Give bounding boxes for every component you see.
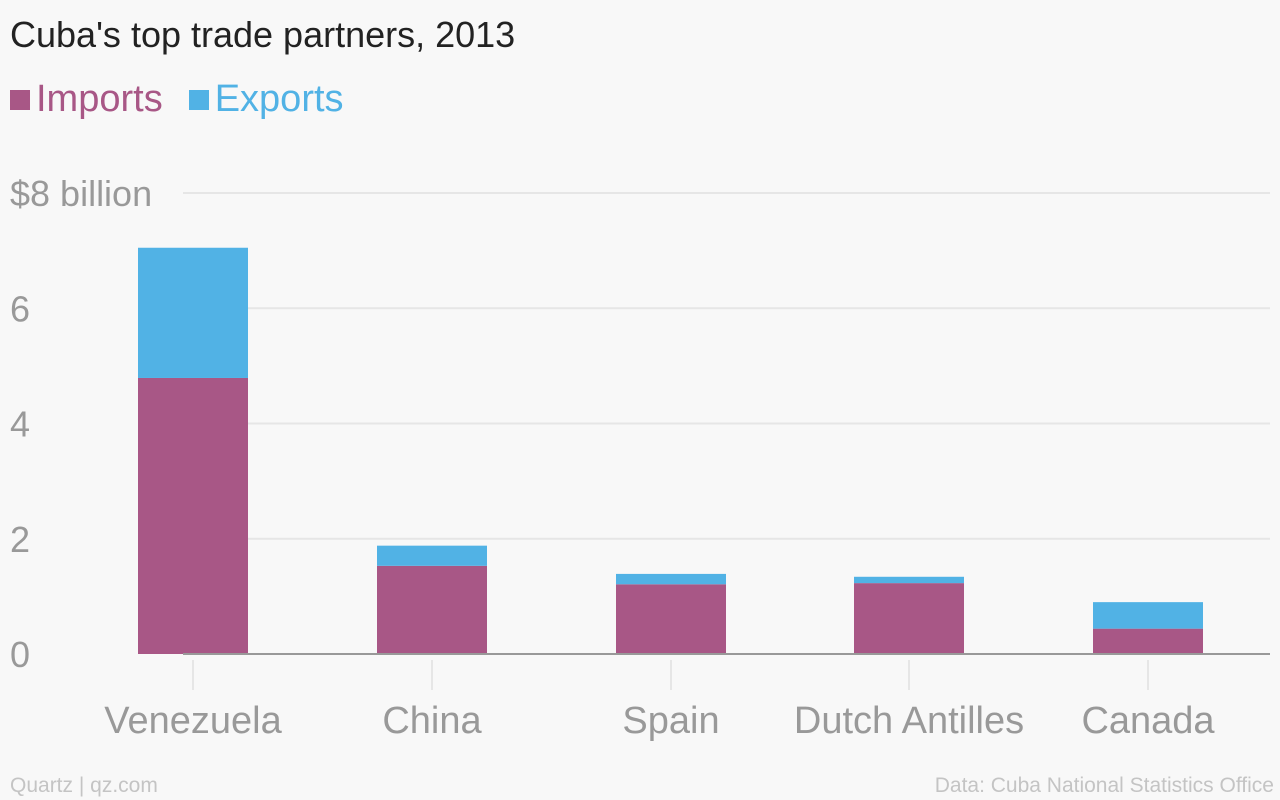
y-tick-label: 6 [10, 288, 30, 329]
bar-imports-dutch-antilles [854, 583, 964, 654]
bars [138, 247, 1203, 654]
legend-item-imports: Imports [10, 78, 163, 121]
x-tick-label: Dutch Antilles [794, 700, 1024, 742]
bar-imports-spain [616, 584, 726, 654]
bar-imports-canada [1093, 628, 1203, 654]
bar-imports-china [377, 565, 487, 654]
y-tick-label: 2 [10, 519, 30, 560]
bar-exports-china [377, 545, 487, 566]
legend-label-exports: Exports [214, 78, 344, 120]
bar-exports-spain [616, 573, 726, 585]
x-tick-label: Canada [1081, 700, 1215, 742]
x-tick-label: China [382, 700, 482, 742]
x-tick-label: Spain [622, 700, 719, 742]
y-tick-label: 0 [10, 634, 30, 675]
bar-exports-dutch-antilles [854, 576, 964, 584]
footer-source: Data: Cuba National Statistics Office [934, 774, 1274, 797]
legend-label-imports: Imports [36, 78, 163, 120]
axes: 0 2 4 6 $8 billion Venezuela China Spain Dutch A… [10, 173, 1270, 742]
bar-exports-venezuela [138, 247, 248, 378]
footer-credit: Quartz | qz.com [10, 774, 158, 797]
legend-item-exports: Exports [188, 78, 344, 121]
legend-swatch-imports [10, 89, 30, 110]
y-tick-label: $8 billion [10, 173, 152, 214]
x-tick-label: Venezuela [104, 700, 282, 742]
chart-title: Cuba's top trade partners, 2013 [10, 14, 516, 55]
y-tick-label: 4 [10, 404, 30, 445]
gridlines [183, 192, 1270, 540]
legend-swatch-exports [188, 89, 209, 110]
bar-imports-venezuela [138, 377, 248, 654]
legend: Imports Exports [10, 78, 370, 121]
bar-exports-canada [1093, 602, 1203, 629]
